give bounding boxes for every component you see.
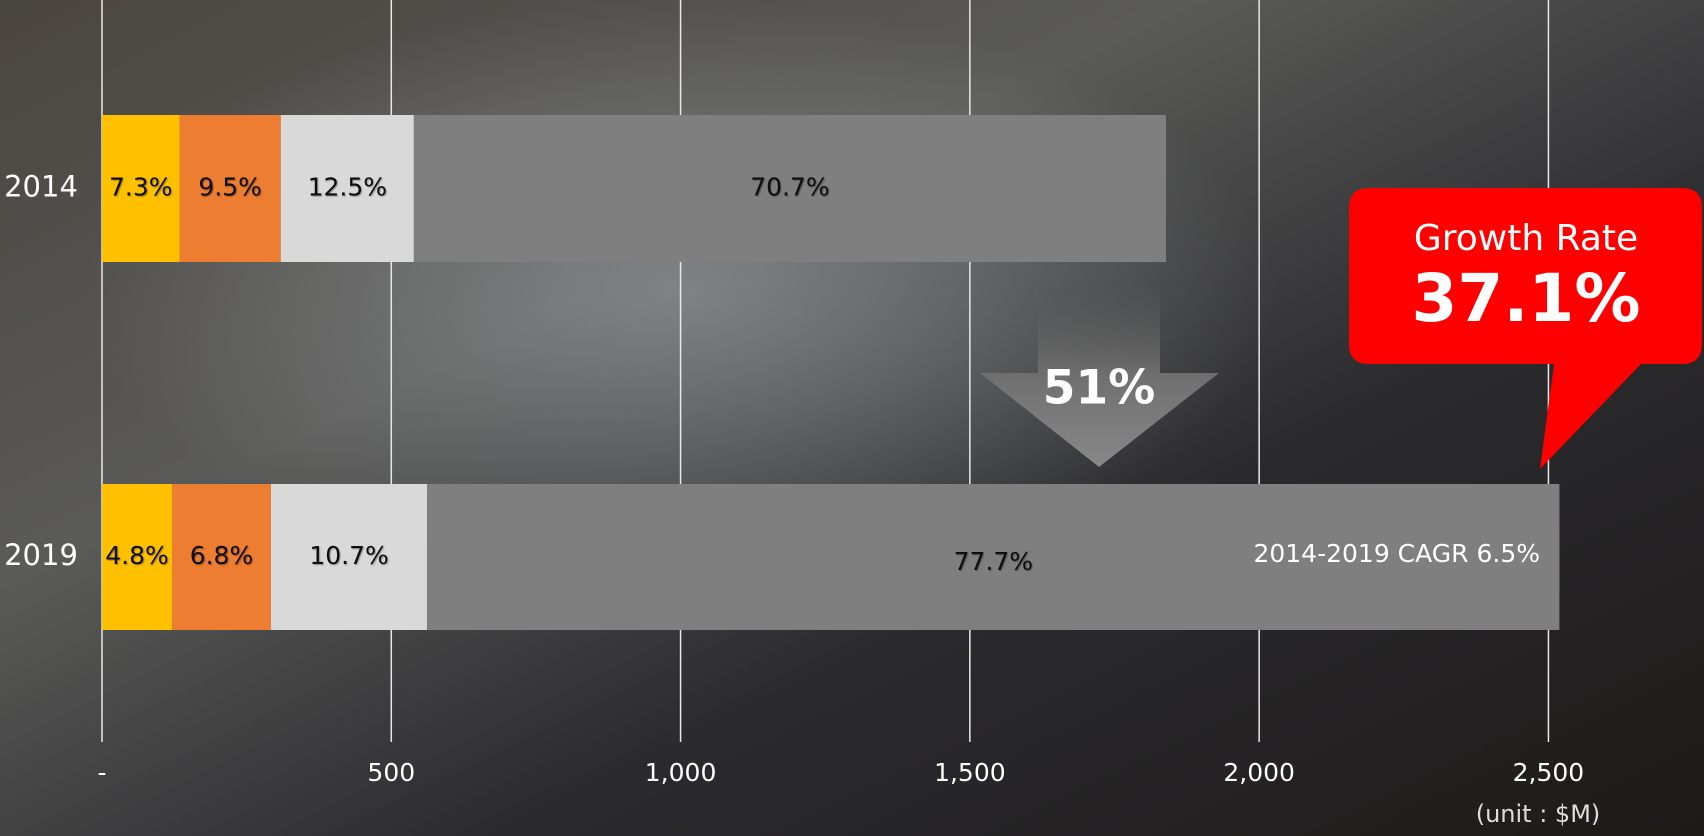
x-tick-label: 2,500 — [1513, 758, 1585, 787]
x-tick-label: - — [97, 758, 106, 787]
bar-segment — [427, 484, 1560, 630]
arrow — [980, 288, 1219, 467]
bar-segment — [102, 484, 173, 630]
bar-segment — [413, 115, 1166, 262]
y-tick-label: 2019 — [4, 538, 78, 572]
data-label: 4.8% — [105, 541, 169, 570]
bar-segment — [172, 484, 271, 630]
bar-segment — [102, 115, 180, 262]
data-label: 12.5% — [308, 173, 387, 202]
data-label: 6.8% — [190, 541, 254, 570]
arrow-label: 51% — [1043, 361, 1156, 416]
y-tick-label: 2014 — [4, 170, 78, 204]
callout-value: 37.1% — [1412, 260, 1641, 337]
x-tick-label: 2,000 — [1223, 758, 1295, 787]
bar-segment — [270, 484, 428, 630]
bar-segment — [179, 115, 281, 262]
x-tick-label: 1,500 — [934, 758, 1006, 787]
unit-label: (unit : $M) — [1476, 800, 1601, 828]
data-label: 70.7% — [750, 173, 829, 202]
cagr-label: 2014-2019 CAGR 6.5% — [1253, 539, 1540, 568]
data-label: 9.5% — [198, 173, 262, 202]
bar-segment — [280, 115, 414, 262]
callout — [1349, 188, 1702, 469]
data-label: 77.7% — [954, 547, 1033, 576]
data-label: 10.7% — [309, 541, 388, 570]
x-tick-label: 1,000 — [645, 758, 717, 787]
callout-title: Growth Rate — [1414, 218, 1638, 259]
x-tick-label: 500 — [367, 758, 415, 787]
data-label: 7.3% — [109, 173, 173, 202]
